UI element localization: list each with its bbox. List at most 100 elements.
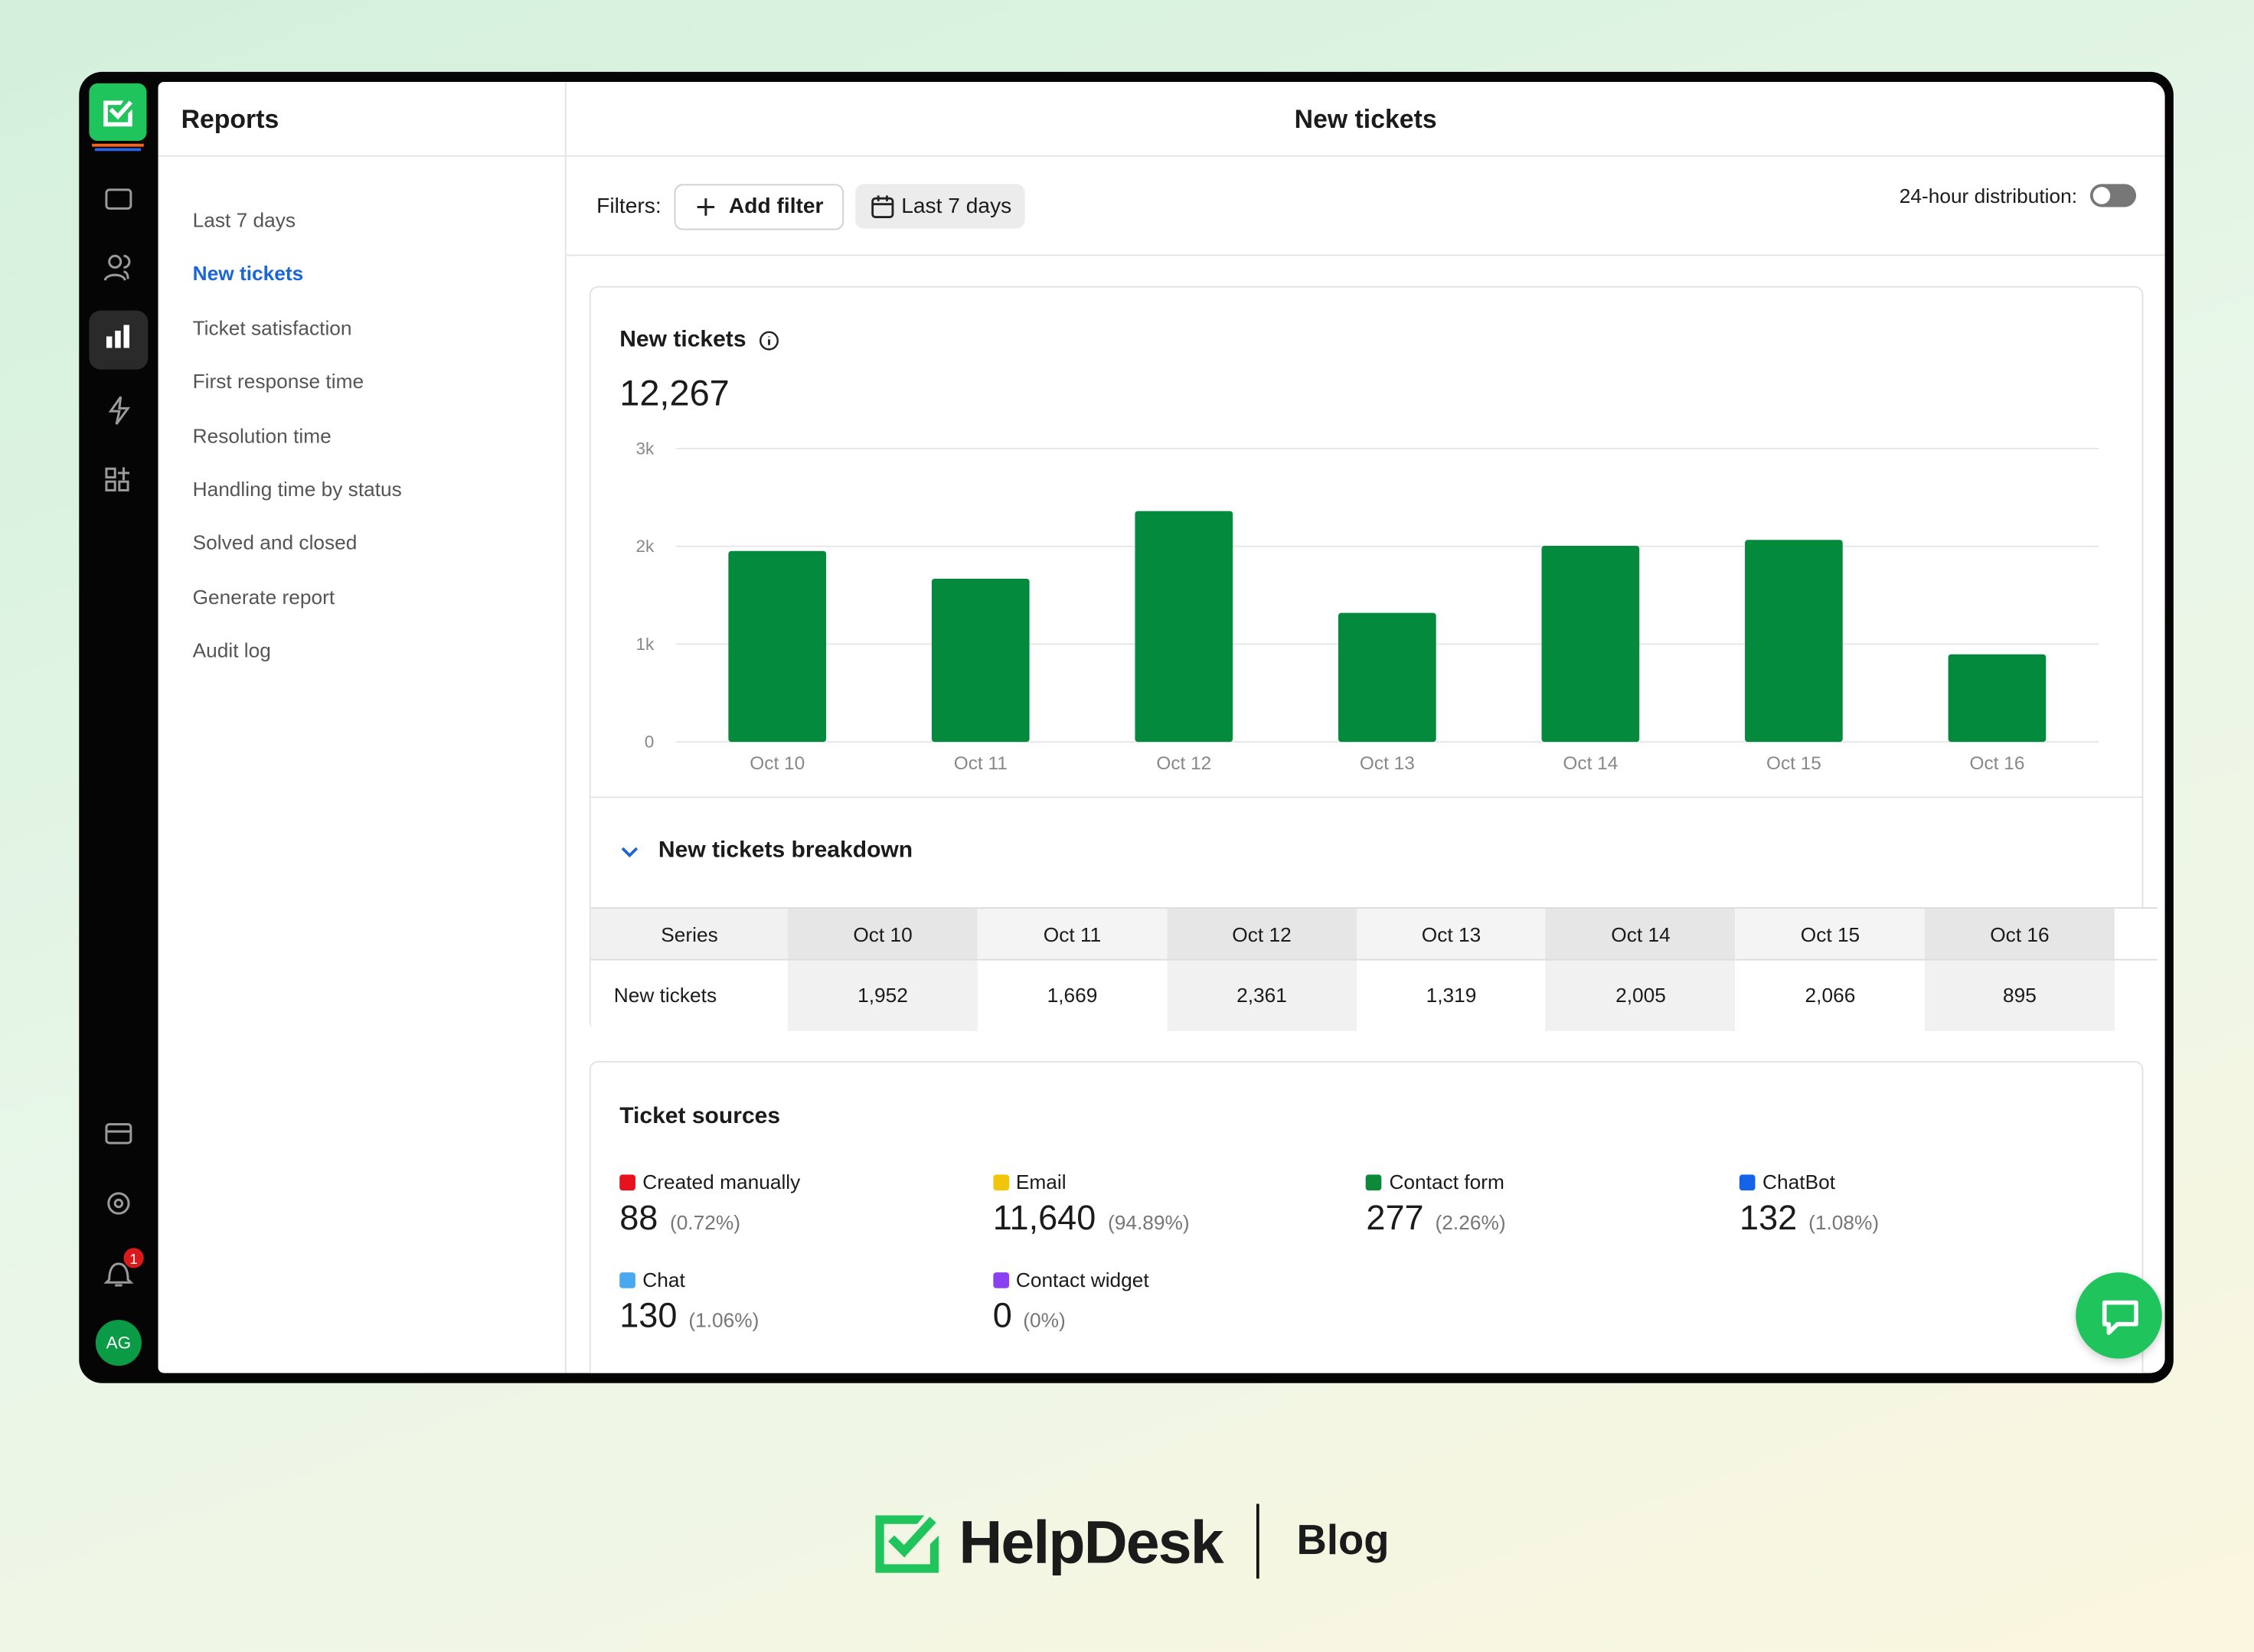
source-value: 277 [1366,1199,1424,1239]
bar-chart: 0 1k 2k 3k Oct 10 Oct 11 Oct 12 Oct 13 Oct 14 Oct… [636,439,2099,774]
nav-item[interactable]: Resolution time [192,423,332,447]
x-tick-label: Oct 10 [750,753,805,774]
y-tick-label: 2k [636,537,655,556]
bar [728,550,827,743]
column-header: Oct 11 [977,908,1168,960]
nav-item[interactable]: New tickets [192,262,304,286]
table-cell: 1,669 [977,959,1168,1030]
nav-item[interactable]: Solved and closed [192,531,358,554]
chat-button[interactable] [2076,1272,2162,1359]
x-tick-label: Oct 12 [1156,753,1211,774]
automation-icon[interactable] [108,396,131,425]
add-filter-text: Add filter [728,194,824,219]
column-header-overflow [2114,908,2158,960]
contacts-icon[interactable] [108,254,122,269]
nav-item[interactable]: First response time [192,370,364,393]
column-header: Oct 14 [1546,908,1736,960]
source-share: (2.26%) [1435,1210,1506,1234]
settings-icon[interactable] [107,1192,130,1215]
source-value: 11,640 [992,1199,1096,1239]
total-value: 12,267 [619,374,730,414]
source-value: 88 [619,1199,658,1239]
source-swatch [992,1174,1009,1191]
table-cell: 2,066 [1735,959,1926,1030]
source-name: Email [1015,1170,1067,1193]
notification-badge [123,1248,144,1268]
source-swatch [992,1272,1009,1288]
filters-label: Filters: [596,194,662,219]
source-name: Chat [642,1268,685,1291]
add-filter-button[interactable]: Add filter [674,184,844,230]
table-cell: 895 [1925,959,2115,1030]
column-header: Oct 12 [1167,908,1357,960]
source-swatch [619,1174,635,1191]
brand-section: Blog [1296,1518,1390,1565]
table-cell: New tickets [590,959,789,1030]
source-name: Contact widget [1015,1268,1149,1291]
billing-icon[interactable] [105,1123,132,1144]
source-name: Contact form [1389,1170,1504,1193]
x-tick-label: Oct 16 [1970,753,2025,774]
breakdown-title: New tickets breakdown [658,837,913,863]
sources-title: Ticket sources [619,1104,781,1129]
tickets-icon[interactable] [105,188,132,210]
info-icon[interactable] [759,331,782,354]
table-header-row: Series Oct 10 Oct 11 Oct 12 Oct 13 Oct 14 Oct … [590,908,2158,960]
brand-logo [875,1515,939,1573]
source-swatch [1740,1174,1756,1191]
source-value: 0 [992,1297,1012,1336]
screen: Reports Last 7 days New tickets Ticket sat… [158,82,2165,1373]
collapse-chevron[interactable] [619,845,639,860]
nav-item[interactable]: Handling time by status [192,477,402,501]
column-header: Series [590,908,789,960]
source-share: (0.72%) [669,1210,740,1234]
new-tickets-card: New tickets 12,267 0 1k 2k 3k Oct 10 Oct 11 Oc… [589,286,2158,1031]
brand-name: HelpDesk [959,1508,1223,1576]
source-share: (1.06%) [688,1308,760,1332]
avatar-initials: AG [106,1334,132,1353]
bar [1338,612,1436,743]
nav-item[interactable]: Generate report [192,585,335,609]
column-header: Oct 10 [788,908,978,960]
ticket-sources-card: Ticket sources Created manually 88 (0.72%)… [589,1061,2144,1373]
chart-title: New tickets [619,328,746,353]
table-cell: 1,952 [788,959,978,1030]
column-header: Oct 16 [1925,908,2115,960]
table-cell: 1,319 [1356,959,1547,1030]
source-swatch [1366,1174,1383,1191]
nav-item[interactable]: Audit log [192,638,271,662]
source-share: (94.89%) [1108,1210,1190,1234]
table-cell: 2,361 [1167,959,1357,1030]
date-range-text: Last 7 days [901,194,1012,219]
column-header: Oct 15 [1735,908,1926,960]
source-share: (0%) [1023,1308,1066,1332]
source-value: 132 [1740,1199,1798,1239]
source-name: Created manually [642,1170,801,1193]
nav-item[interactable]: Ticket satisfaction [192,315,352,339]
bar [1135,511,1233,743]
x-tick-label: Oct 14 [1563,753,1618,774]
source-value: 130 [619,1297,678,1336]
bar [1948,654,2047,743]
apps-icon[interactable] [105,467,116,479]
notifications-icon[interactable] [103,1262,134,1287]
avatar[interactable] [95,1320,142,1366]
x-tick-label: Oct 15 [1766,753,1821,774]
source-share: (1.08%) [1808,1210,1880,1234]
source-swatch [619,1272,635,1288]
y-tick-label: 0 [645,733,655,752]
breakdown-table: Series Oct 10 Oct 11 Oct 12 Oct 13 Oct 14 Oct … [590,907,2158,1030]
column-header: Oct 13 [1356,908,1547,960]
bar [931,578,1030,743]
sidebar-title: Reports [181,105,279,134]
x-tick-label: Oct 11 [954,753,1008,774]
bar [1745,540,1843,743]
distribution-toggle[interactable] [2089,184,2137,207]
nav-item[interactable]: Last 7 days [192,208,296,232]
notification-count: 1 [129,1251,137,1267]
date-range-button[interactable]: Last 7 days [855,184,1025,229]
source-name: ChatBot [1762,1170,1836,1193]
table-cell: 2,005 [1546,959,1736,1030]
app-logo[interactable] [89,83,147,142]
